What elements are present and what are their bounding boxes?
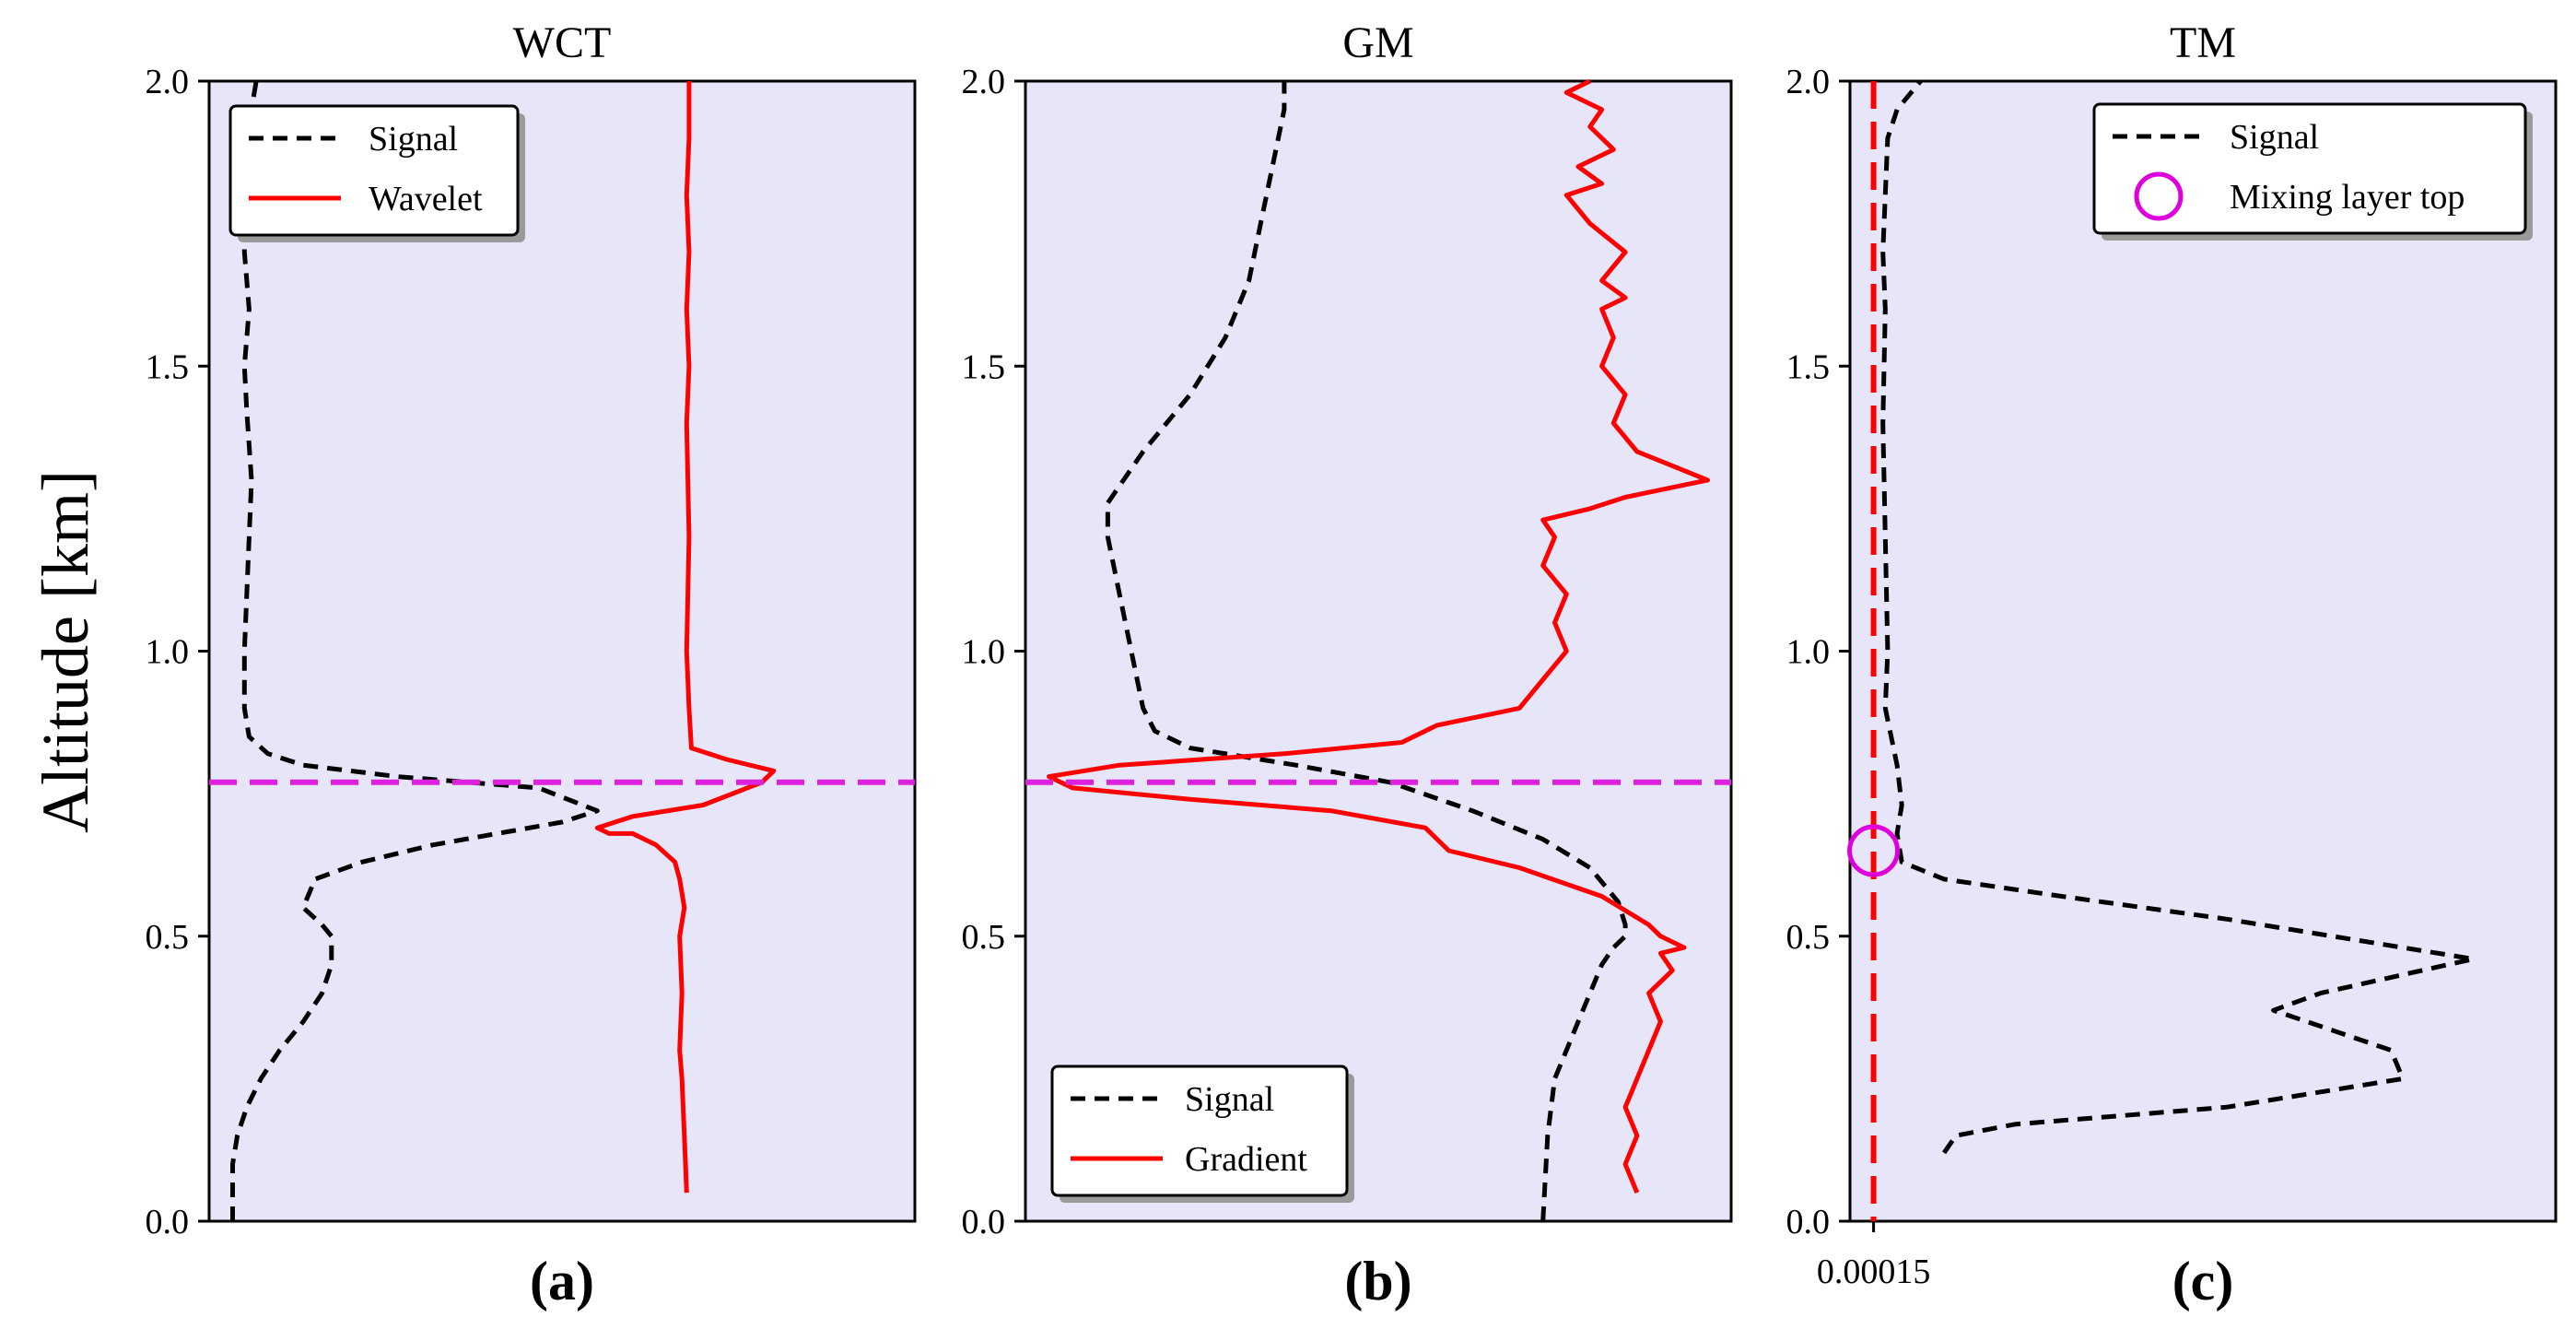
ytick-label: 1.5 (146, 347, 190, 386)
panel-gm: 0.0 0.5 1.0 1.5 2.0 GM (b) Signal Gradient (962, 18, 1733, 1312)
ytick-label: 0.0 (146, 1203, 190, 1241)
panel-tm-legend: Signal Mixing layer top (2092, 102, 2533, 241)
ytick-label: 2.0 (1786, 63, 1831, 101)
panel-wct-caption: (a) (530, 1251, 594, 1312)
series-signal-line (230, 80, 600, 1221)
ytick-label: 2.0 (146, 63, 190, 101)
panel-gm-caption: (b) (1344, 1251, 1411, 1312)
panel-gm-title: GM (1342, 18, 1413, 67)
panel-wct: 0.0 0.5 1.0 1.5 2.0 WCT (a) Signal Wavelet (146, 18, 917, 1312)
ytick-label: 0.5 (962, 918, 1006, 957)
legend-signal-label: Signal (369, 120, 458, 159)
ytick-label: 1.5 (1786, 347, 1831, 386)
ytick-label: 0.0 (1786, 1203, 1831, 1241)
panel-gm-plot-area (1024, 79, 1733, 1223)
panel-tm-xtick-label: 0.00015 (1817, 1253, 1931, 1291)
series-signal-line (1880, 79, 2476, 1155)
legend-mixing-layer-label: Mixing layer top (2230, 178, 2465, 217)
panel-tm-title: TM (2170, 18, 2236, 67)
ytick-label: 1.0 (146, 633, 190, 672)
panel-wct-legend: Signal Wavelet (228, 104, 525, 242)
ytick-label: 1.0 (962, 633, 1006, 672)
ytick-label: 0.0 (962, 1203, 1006, 1241)
panel-tm: 0.0 0.5 1.0 1.5 2.0 TM (c) 0.00015 Signal Mi… (1786, 18, 2558, 1312)
series-signal-line (1105, 81, 1628, 1222)
mixing-layer-top-marker (1847, 824, 1901, 877)
ytick-label: 0.5 (1786, 918, 1831, 957)
ytick-label: 2.0 (962, 63, 1006, 101)
panel-tm-yticks: 0.0 0.5 1.0 1.5 2.0 (1786, 63, 1850, 1241)
panel-wct-yticks: 0.0 0.5 1.0 1.5 2.0 (146, 63, 209, 1241)
panel-tm-caption: (c) (2172, 1251, 2234, 1312)
series-wavelet-line (594, 81, 777, 1194)
legend-signal-label: Signal (1185, 1080, 1274, 1119)
ytick-label: 0.5 (146, 918, 190, 957)
panel-tm-plot-area (1848, 79, 2558, 1223)
panel-gm-series (1025, 78, 1731, 1222)
legend-gradient-label: Gradient (1185, 1140, 1307, 1179)
y-axis-label: Altitude [km] (29, 470, 102, 833)
series-gradient-line (1047, 78, 1710, 1194)
panel-wct-plot-area (207, 79, 917, 1223)
panel-gm-yticks: 0.0 0.5 1.0 1.5 2.0 (962, 63, 1025, 1241)
legend-signal-label: Signal (2230, 118, 2319, 157)
ytick-label: 1.5 (962, 347, 1006, 386)
panel-gm-legend: Signal Gradient (1050, 1065, 1354, 1203)
panel-wct-series (209, 80, 915, 1221)
legend-wavelet-label: Wavelet (369, 180, 483, 218)
panel-wct-title: WCT (513, 18, 612, 67)
ytick-label: 1.0 (1786, 633, 1831, 672)
panel-tm-series (1847, 79, 2476, 1232)
legend-mixing-layer-marker (2134, 171, 2184, 221)
